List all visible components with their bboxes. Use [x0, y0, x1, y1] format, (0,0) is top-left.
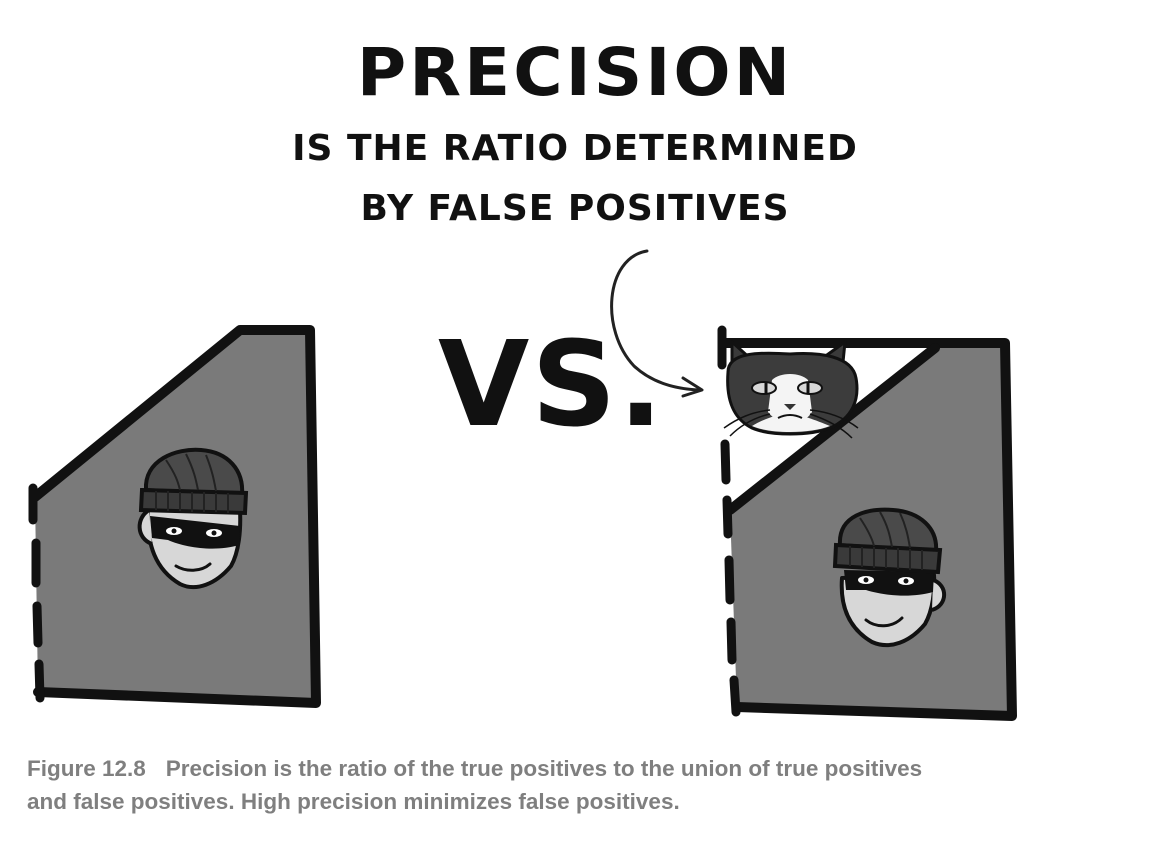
curved-arrow-icon — [610, 249, 704, 398]
subtitle-line-1: IS THE RATIO DETERMINED — [292, 128, 858, 169]
caption-text-line-2: and false positives. High precision mini… — [27, 789, 680, 814]
burglar-icon — [832, 507, 947, 648]
precision-illustration — [28, 249, 1017, 721]
subtitle-line-2: BY FALSE POSITIVES — [360, 188, 790, 229]
figure-caption: Figure 12.8 Precision is the ratio of the… — [27, 752, 1087, 818]
cat-icon — [723, 340, 859, 439]
versus-label: VS. — [438, 315, 666, 453]
burglar-icon — [137, 447, 249, 590]
caption-text-line-1: Precision is the ratio of the true posit… — [165, 756, 923, 781]
figure-label: Figure 12.8 — [27, 756, 146, 781]
illustration-title: PRECISION — [356, 34, 794, 111]
